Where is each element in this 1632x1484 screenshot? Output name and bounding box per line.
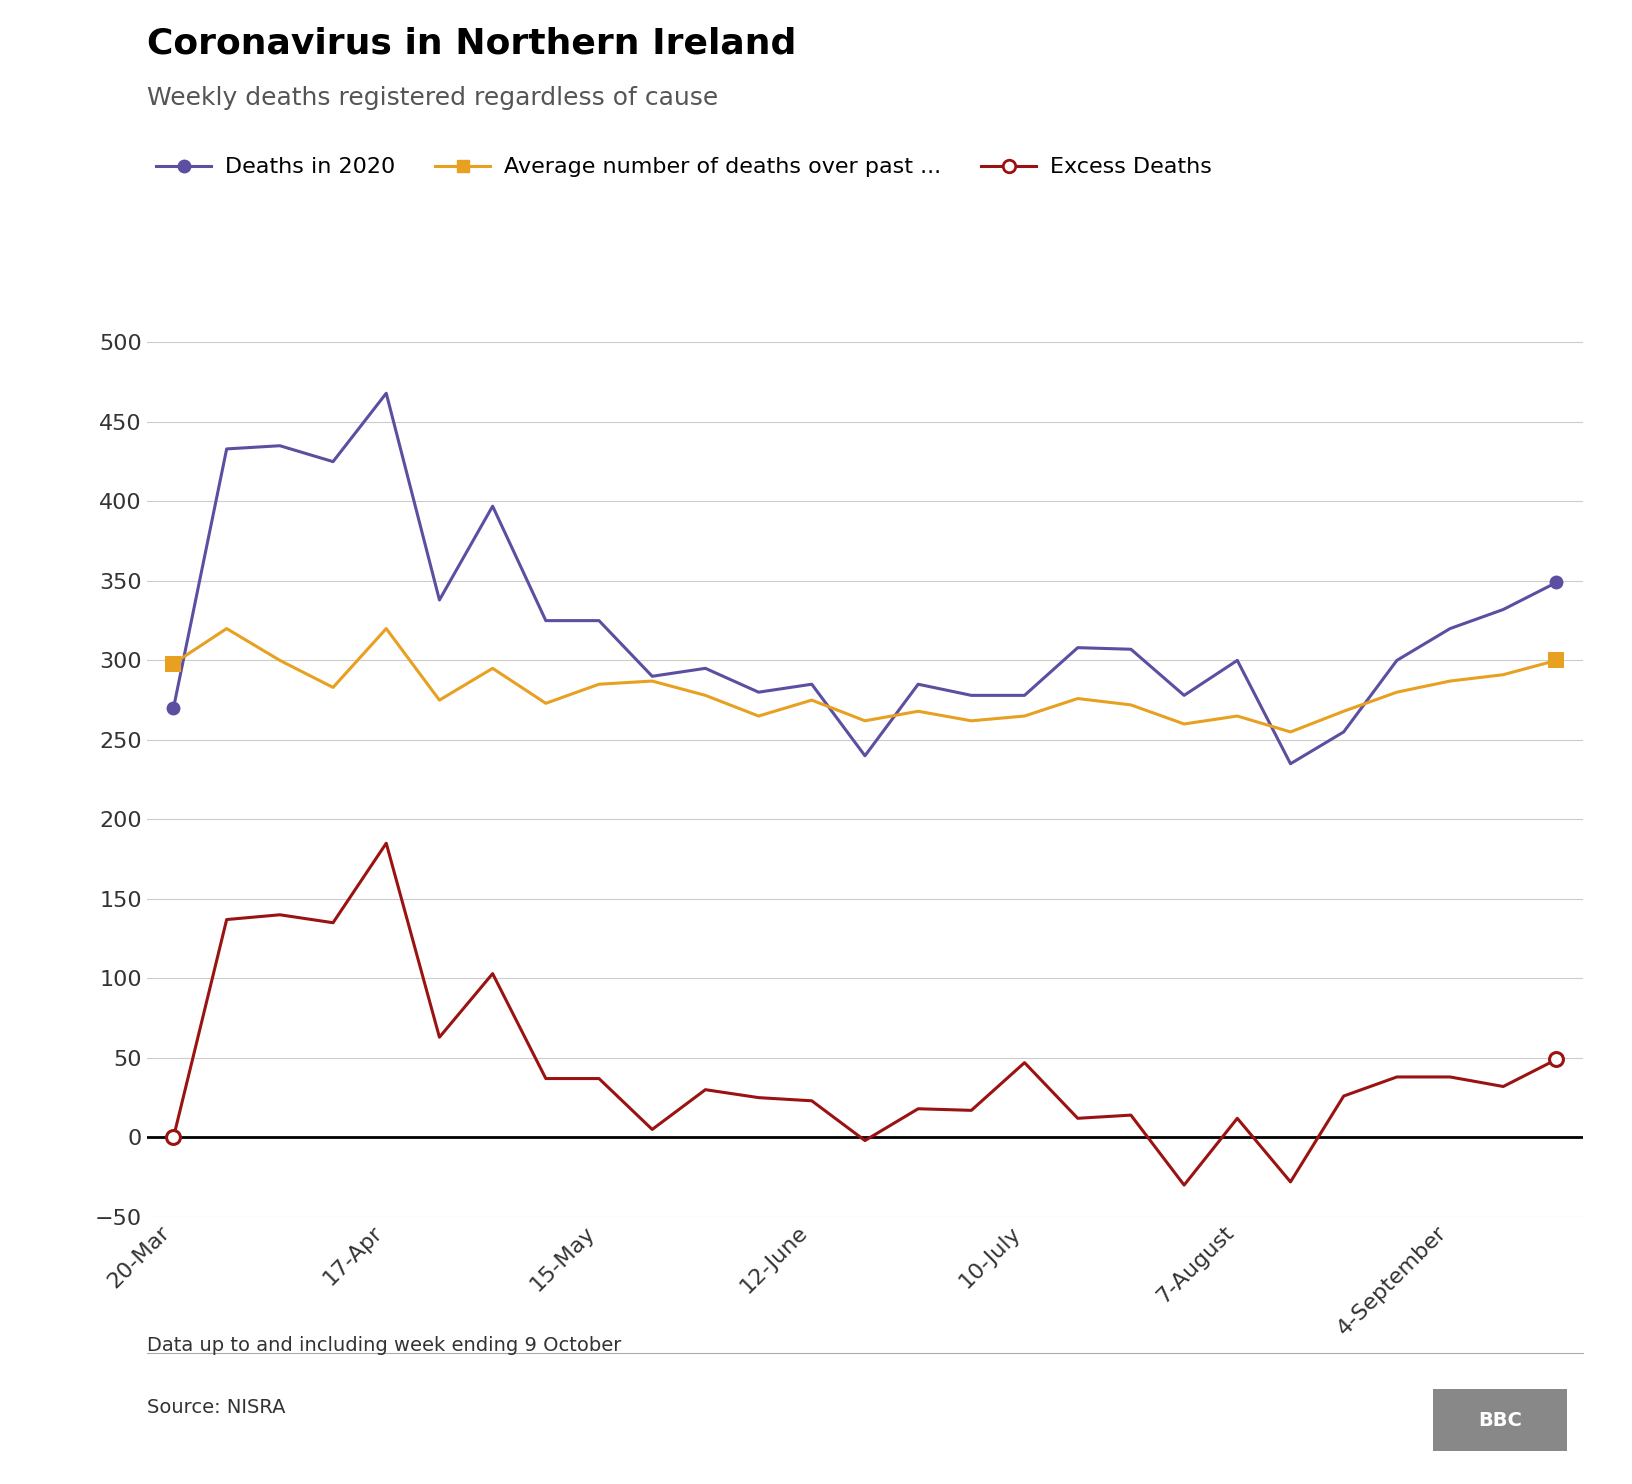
Text: BBC: BBC bbox=[1479, 1411, 1521, 1429]
Text: Coronavirus in Northern Ireland: Coronavirus in Northern Ireland bbox=[147, 27, 796, 61]
Legend: Deaths in 2020, Average number of deaths over past ..., Excess Deaths: Deaths in 2020, Average number of deaths… bbox=[147, 148, 1221, 186]
Text: Data up to and including week ending 9 October: Data up to and including week ending 9 O… bbox=[147, 1336, 622, 1355]
Text: Weekly deaths registered regardless of cause: Weekly deaths registered regardless of c… bbox=[147, 86, 718, 110]
Text: Source: NISRA: Source: NISRA bbox=[147, 1398, 286, 1417]
